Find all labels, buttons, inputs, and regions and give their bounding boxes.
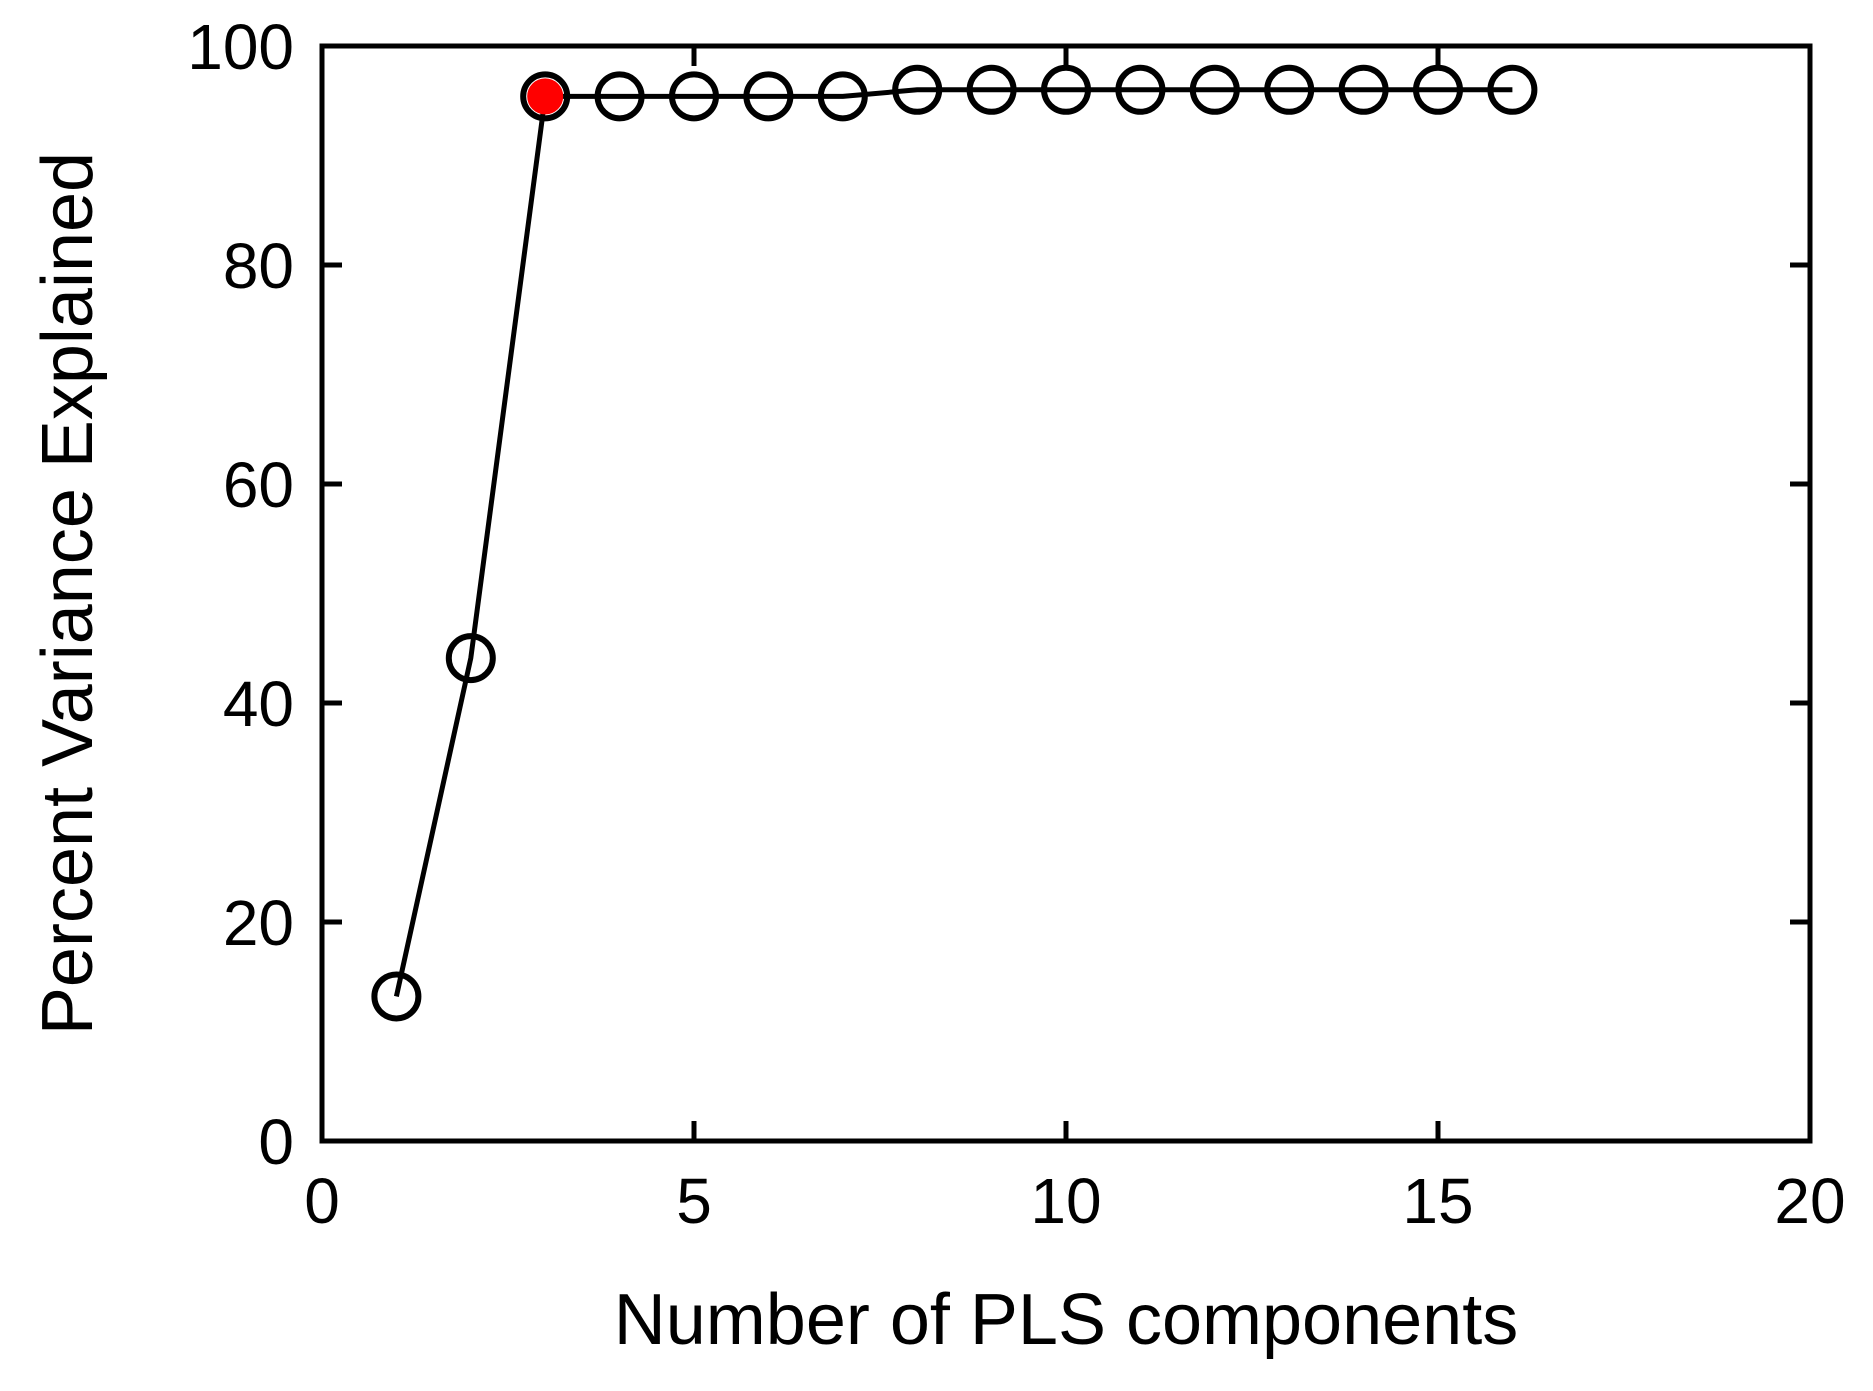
highlight-point bbox=[527, 78, 564, 115]
y-tick-label: 0 bbox=[258, 1106, 294, 1178]
data-point bbox=[594, 71, 645, 122]
data-point bbox=[1264, 64, 1315, 115]
tick-labels: 0 5 10 15 20 0 20 40 60 80 100 bbox=[187, 11, 1845, 1237]
y-tick-label: 80 bbox=[223, 230, 294, 302]
data-point bbox=[1487, 64, 1538, 115]
axis-ticks bbox=[319, 43, 1813, 1144]
data-point bbox=[445, 633, 496, 684]
x-tick-label: 10 bbox=[1030, 1165, 1101, 1237]
data-point bbox=[1041, 64, 1091, 115]
data-point bbox=[892, 64, 943, 115]
y-tick-label: 20 bbox=[223, 887, 294, 959]
y-tick-label: 40 bbox=[223, 668, 294, 740]
data-point bbox=[371, 971, 422, 1022]
data-point bbox=[966, 64, 1017, 115]
x-tick-label: 15 bbox=[1402, 1165, 1473, 1237]
x-tick-label: 20 bbox=[1774, 1165, 1845, 1237]
y-tick-label: 60 bbox=[223, 449, 294, 521]
x-axis-title: Number of PLS components bbox=[614, 1280, 1518, 1360]
data-point bbox=[520, 71, 571, 122]
data-point bbox=[669, 71, 719, 122]
data-point bbox=[817, 71, 868, 122]
data-point bbox=[1413, 64, 1463, 115]
data-point bbox=[1189, 64, 1240, 115]
x-tick-label: 5 bbox=[676, 1165, 712, 1237]
series-line bbox=[393, 87, 1513, 997]
data-point bbox=[1115, 64, 1166, 115]
data-point bbox=[1338, 64, 1389, 115]
plot-area bbox=[319, 43, 1813, 1144]
y-axis-title: Percent Variance Explained bbox=[28, 152, 108, 1035]
y-tick-label: 100 bbox=[187, 11, 294, 83]
x-tick-label: 0 bbox=[304, 1165, 340, 1237]
data-point bbox=[743, 71, 794, 122]
series bbox=[371, 64, 1538, 1022]
